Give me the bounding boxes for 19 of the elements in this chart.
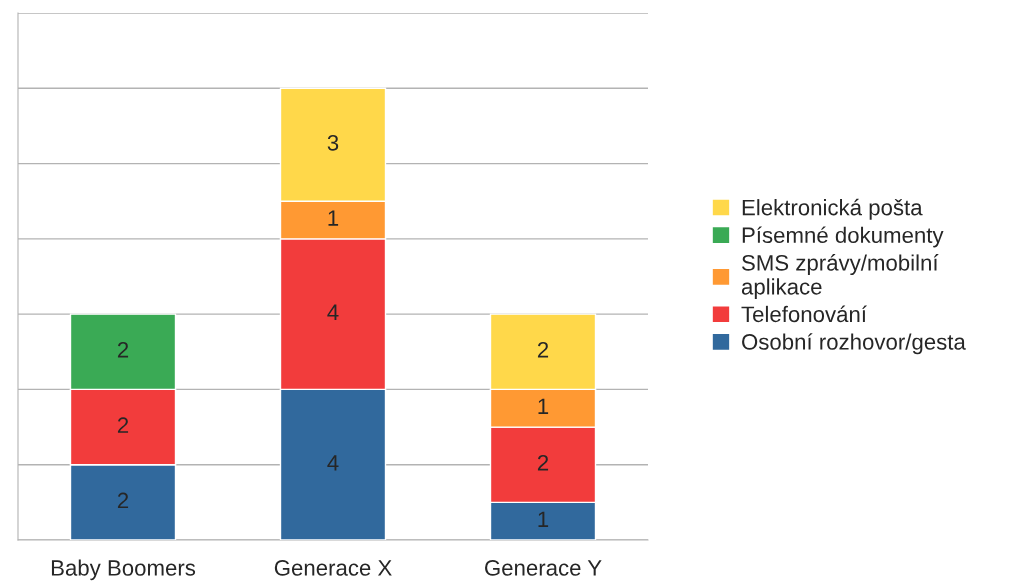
data-label: 3	[327, 134, 339, 151]
x-tick-label: Baby Boomers	[51, 559, 196, 581]
legend-label: Písemné dokumenty	[742, 226, 944, 248]
data-label: 1	[328, 210, 339, 226]
data-label: 1	[538, 398, 549, 414]
legend-label: Elektronická pošta	[742, 198, 923, 220]
data-label: 1	[538, 511, 549, 527]
data-label: 2	[537, 342, 549, 358]
x-tick-label: Generace Y	[485, 560, 602, 576]
legend-label: Telefonování	[741, 305, 867, 323]
data-label: 4	[327, 304, 339, 320]
data-label: 4	[327, 455, 339, 471]
data-label: 2	[117, 342, 129, 358]
data-label: 2	[537, 454, 549, 471]
data-label: 2	[117, 492, 129, 509]
x-tick-label: Generace X	[274, 560, 392, 576]
legend-label: SMS zprávy/mobilní aplikace	[741, 254, 939, 300]
data-label: 2	[117, 417, 129, 433]
legend-label: Osobní rozhovor/gesta	[742, 333, 966, 355]
